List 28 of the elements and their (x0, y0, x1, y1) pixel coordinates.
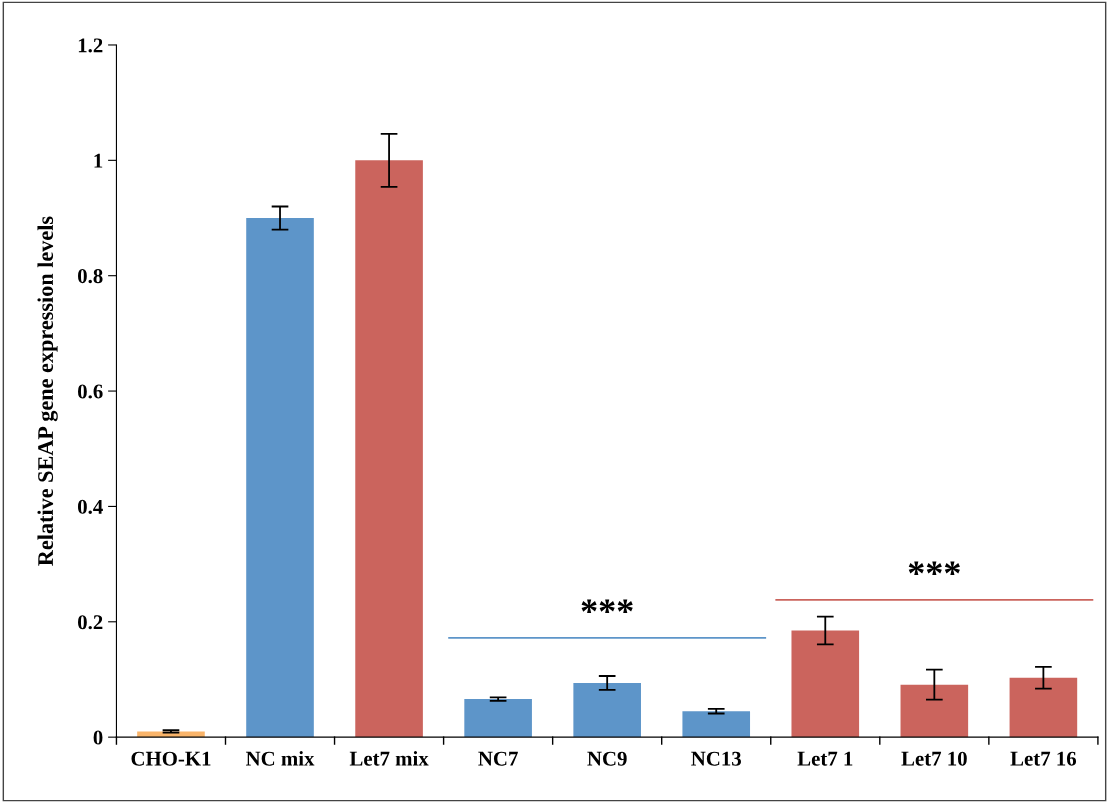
annotation: *** (581, 599, 633, 614)
y-tick-label: 0.6 (78, 384, 103, 399)
bar (791, 630, 860, 738)
y-tick-label: 0.2 (78, 615, 103, 630)
bar (355, 160, 423, 738)
x-tick-label: Let7 16 (1010, 751, 1077, 766)
bar (573, 682, 641, 738)
x-tick-label: NC9 (587, 751, 627, 766)
bar (464, 699, 532, 738)
bar (900, 684, 969, 738)
y-axis-title: Relative SEAP gene expression levels (37, 216, 58, 566)
x-tick-label: NC mix (245, 751, 315, 766)
y-tick-label: 0.4 (78, 499, 103, 514)
x-tick-label: Let7 10 (901, 751, 967, 766)
x-tick-label: NC13 (691, 751, 741, 766)
bar (137, 731, 205, 738)
x-tick-label: NC7 (478, 751, 518, 766)
y-tick-label: 1.2 (78, 38, 103, 53)
y-tick-label: 1 (94, 153, 103, 168)
y-tick-label: 0.8 (78, 269, 103, 284)
x-tick-label: Let7 mix (349, 751, 429, 766)
bar (1009, 677, 1078, 738)
x-tick-label: CHO-K1 (131, 751, 211, 766)
x-tick-label: Let7 1 (797, 751, 853, 766)
bar (246, 218, 314, 738)
bar (682, 711, 751, 738)
y-tick-label: 0 (93, 730, 103, 745)
annotation: *** (908, 561, 960, 576)
